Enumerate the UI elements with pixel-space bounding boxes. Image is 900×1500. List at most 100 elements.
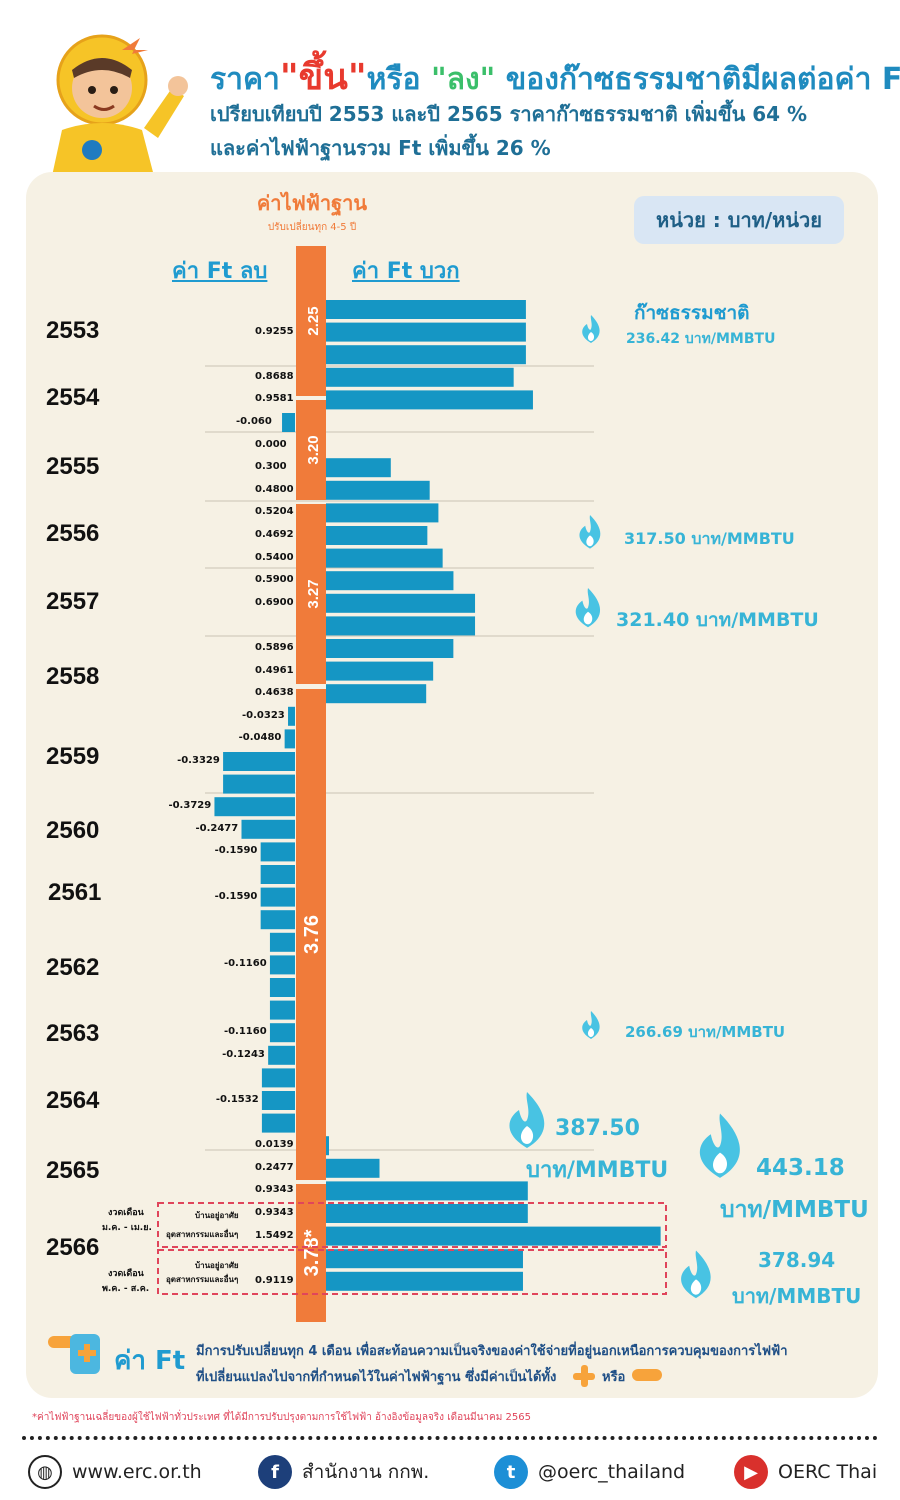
ft-bar-value: 0.300 [255,461,287,473]
flame-icon [587,332,595,341]
base-tariff-segment [296,400,326,500]
base-tariff-segment [296,504,326,684]
ft-bar [260,842,295,862]
ft-bar-value: 0.000 [255,438,287,450]
industrial-label: อุตสาหกรรมและอื่นๆ [166,1228,238,1240]
facebook-text: สำนักงาน กกพ. [302,1461,430,1483]
period-1-box [157,1202,667,1248]
base-tariff-segment [296,689,326,1180]
ft-bar [261,1091,295,1110]
year-label: 2553 [46,317,100,344]
year-label: 2556 [46,520,100,547]
footer-website[interactable]: ◍ www.erc.or.th [28,1452,202,1492]
ft-bar [326,1249,523,1269]
ft-bar-value: -0.1160 [223,1026,267,1038]
period-2-months: พ.ค. - ส.ค. [102,1284,149,1294]
ft-bar-value: -0.0480 [238,732,282,744]
gas-price-value: 321.40 บาท/MMBTU [616,609,819,631]
year-label: 2564 [46,1087,100,1114]
ft-bar [269,955,295,975]
ft-bar-value: 0.9581 [255,393,294,405]
ft-bar [326,616,476,636]
flame-icon [583,611,593,625]
facebook-icon: f [258,1455,292,1489]
footer-facebook[interactable]: f สำนักงาน กกพ. [258,1452,429,1492]
flame-icon [699,1113,740,1178]
ft-bar [223,752,295,771]
ft-bar [268,1045,295,1065]
year-label: 2559 [46,743,100,770]
year-label: 2562 [46,954,100,981]
ft-bar-value: 0.4692 [255,529,294,540]
base-tariff-title: ค่าไฟฟ้าฐาน [256,191,368,215]
ft-bar-value: 0.6900 [255,596,294,608]
year-label: 2554 [46,384,100,411]
minus-icon [632,1369,662,1381]
ft-bar-value: -0.1590 [214,890,258,902]
gas-price-value: 387.50 [555,1116,640,1141]
ft-bar [223,774,295,794]
ft-bar-value: 0.9343 [255,1184,294,1196]
flame-icon [712,1152,728,1174]
ft-bar [326,526,428,545]
title-down-word: "ลง" [430,62,496,97]
legend-text-line-2: ที่เปลี่ยนแปลงไปจากที่กำหนดไว้ในค่าไฟฟ้า… [196,1370,557,1385]
footer-youtube[interactable]: ▶ OERC Thai [734,1452,877,1492]
period-1-label: งวดเดือน [108,1206,145,1218]
ft-bar-value: 0.0139 [255,1139,294,1151]
footer-twitter[interactable]: t @oerc_thailand [494,1452,685,1492]
ft-bar [326,1181,528,1201]
ft-bar [326,1271,523,1291]
twitter-text: @oerc_thailand [538,1461,686,1483]
legend-text-line-1: มีการปรับเปลี่ยนทุก 4 เดือน เพื่อสะท้อนค… [196,1344,788,1359]
ft-bar-value: -0.1590 [214,845,258,857]
flame-icon [579,515,601,549]
ft-bar [326,1136,330,1156]
footer-divider [22,1436,878,1440]
youtube-text: OERC Thai [778,1461,878,1483]
title-up-word: "ขึ้น" [279,57,367,98]
ft-bar [269,978,295,997]
year-label: 2558 [46,663,100,690]
flame-icon [586,535,594,547]
ft-bar-value: -0.1160 [223,958,267,970]
base-tariff-segment [296,1184,326,1322]
base-tariff-value: 3.76 [301,915,323,954]
year-label: 2565 [46,1157,100,1184]
residential-label: บ้านอยู่อาศัย [195,1210,239,1221]
gas-price-unit: บาท/MMBTU [526,1158,669,1183]
ft-bar [269,932,295,952]
ft-bar [326,480,430,500]
ft-bar [326,684,427,704]
globe-icon: ◍ [28,1455,62,1489]
ft-bar-value: 0.8688 [255,370,294,382]
gas-price-value: 236.42 บาท/MMBTU [626,331,776,347]
base-tariff-subtitle: ปรับเปลี่ยนทุก 4-5 ปี [267,222,357,233]
negative-ft-heading: ค่า Ft ลบ [172,259,268,284]
year-label: 2560 [46,817,100,844]
unit-label: หน่วย : บาท/หน่วย [634,196,844,244]
youtube-icon: ▶ [734,1455,768,1489]
ft-bar-value: 0.2477 [255,1161,294,1173]
ft-bar-value: 0.4638 [255,687,294,699]
footnote: *ค่าไฟฟ้าฐานเฉลี่ยของผู้ใช้ไฟฟ้าทั่วประเ… [32,1412,531,1423]
ft-bar [326,1204,528,1223]
ft-bar-value: 0.4961 [255,664,294,676]
ft-bar [269,1023,295,1043]
subtitle-line-1: เปรียบเทียบปี 2553 และปี 2565 ราคาก๊าซธร… [210,102,808,126]
ft-bar-value: -0.1243 [222,1048,265,1060]
plus-icon [573,1365,595,1387]
ft-bar-value: 0.9255 [255,325,294,337]
ft-bar-value: 0.9119 [255,1274,294,1286]
positive-ft-heading: ค่า Ft บวก [352,259,460,284]
year-label: 2566 [46,1234,100,1261]
flame-icon [575,588,601,628]
ft-bar [261,1068,295,1088]
year-label: 2557 [46,588,100,615]
flame-icon [587,1028,595,1037]
ft-bar [326,300,526,319]
legend-or-text: หรือ [602,1370,626,1385]
gas-price-value: 443.18 [756,1155,845,1181]
ft-bar [282,413,295,432]
gas-price-value: 317.50 บาท/MMBTU [624,529,795,548]
